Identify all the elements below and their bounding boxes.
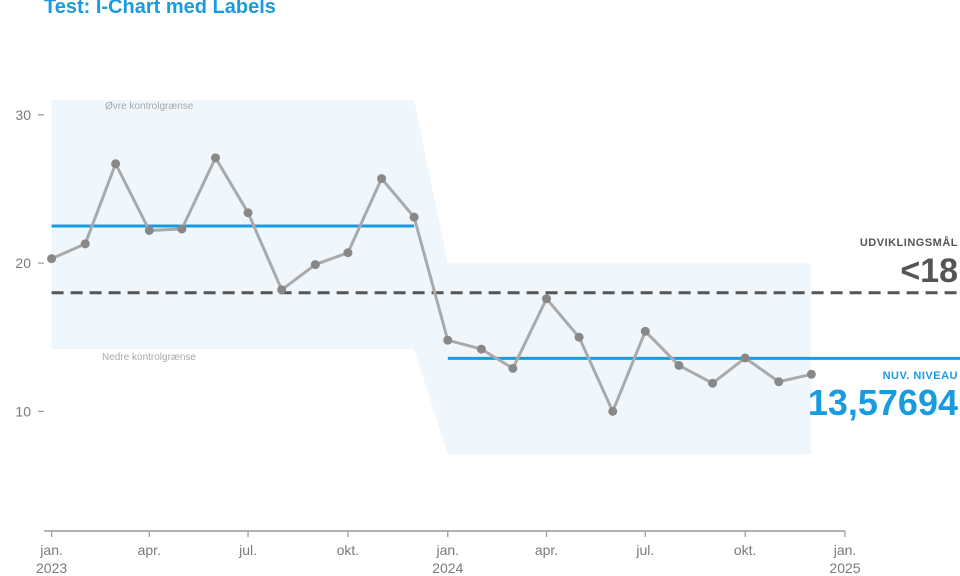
upper-limit-label: Øvre kontrolgrænse xyxy=(105,101,194,112)
x-tick-label: okt. xyxy=(337,542,360,558)
data-point xyxy=(806,369,816,379)
data-point xyxy=(674,360,684,370)
data-point xyxy=(111,159,121,169)
data-point xyxy=(443,335,453,345)
x-tick-label: jan. xyxy=(833,542,857,558)
chart-title: Test: I-Chart med Labels xyxy=(44,0,276,18)
level-value: 13,57694 xyxy=(808,382,958,423)
data-point xyxy=(542,294,552,304)
data-point xyxy=(508,363,518,373)
data-point xyxy=(377,174,387,184)
data-point xyxy=(80,239,90,249)
y-tick-label: 10 xyxy=(15,403,31,419)
goal-value: <18 xyxy=(900,252,958,290)
data-point xyxy=(47,254,57,264)
level-label: NUV. NIVEAU xyxy=(883,370,958,382)
data-point xyxy=(740,353,750,363)
x-tick-label: jan. xyxy=(39,542,63,558)
annotation-group: Øvre kontrolgrænse Nedre kontrolgrænse U… xyxy=(102,101,958,423)
data-point xyxy=(177,224,187,234)
x-tick-year-label: 2023 xyxy=(36,560,67,576)
goal-label: UDVIKLINGSMÅL xyxy=(860,236,958,249)
x-tick-label: okt. xyxy=(734,542,757,558)
x-tick-label: jul. xyxy=(238,542,257,558)
data-point xyxy=(310,260,320,270)
data-point xyxy=(243,208,253,218)
data-point xyxy=(574,332,584,342)
data-point xyxy=(476,344,486,354)
y-tick-label: 30 xyxy=(15,107,31,123)
x-tick-label: jul. xyxy=(635,542,654,558)
axes-group: jan. 2023 apr. jul. okt. jan. 2024 apr. jul. okt.… xyxy=(15,107,860,576)
series-line xyxy=(50,156,812,413)
x-tick-label: apr. xyxy=(535,542,558,558)
lower-limit-label: Nedre kontrolgrænse xyxy=(102,352,196,363)
y-tick-label: 20 xyxy=(15,255,31,271)
data-point xyxy=(144,225,154,235)
x-tick-label: jan. xyxy=(435,542,459,558)
data-point xyxy=(640,326,650,336)
data-point xyxy=(210,153,220,163)
x-tick-label: apr. xyxy=(138,542,161,558)
series-group xyxy=(47,153,816,416)
data-point xyxy=(409,212,419,222)
data-point xyxy=(708,378,718,388)
data-point xyxy=(608,406,618,416)
x-tick-year-label: 2024 xyxy=(432,560,463,576)
data-point xyxy=(774,377,784,387)
data-point xyxy=(277,285,287,295)
x-tick-year-label: 2025 xyxy=(829,560,860,576)
data-point xyxy=(343,248,353,258)
center-lines xyxy=(51,224,960,360)
